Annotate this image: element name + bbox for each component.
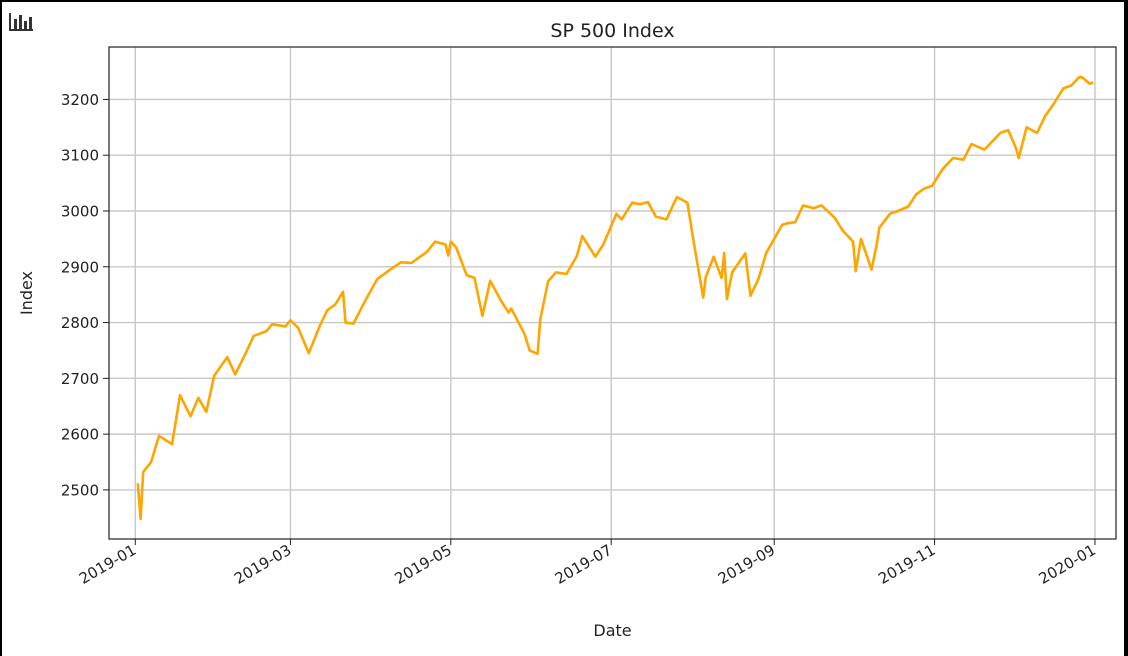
- series-layer: [136, 75, 1094, 521]
- x-tick-label: 2019-05: [392, 541, 455, 588]
- series-line: [136, 75, 1094, 521]
- x-tick-label: 2019-09: [715, 541, 778, 588]
- y-axis-ticks: 2500 2600 2700 2800 2900 3000 3100 3200: [61, 91, 109, 499]
- y-tick-label: 2800: [61, 314, 99, 332]
- x-axis-label: Date: [593, 621, 631, 640]
- chart-title: SP 500 Index: [550, 20, 674, 42]
- x-tick-label: 2019-03: [231, 541, 294, 588]
- y-tick-label: 2500: [61, 481, 99, 499]
- x-axis-ticks: 2019-01 2019-03 2019-05 2019-07 2019-09 2019-…: [76, 539, 1099, 588]
- x-tick-label: 2019-11: [875, 541, 938, 588]
- x-tick-label: 2019-07: [552, 541, 615, 588]
- y-tick-label: 3200: [61, 91, 99, 109]
- y-axis-label: Index: [17, 271, 36, 315]
- x-tick-label: 2020-01: [1036, 541, 1099, 588]
- y-tick-label: 2900: [61, 258, 99, 276]
- x-tick-label: 2019-01: [76, 541, 139, 588]
- plot-frame: [108, 46, 1117, 540]
- grid-lines: [109, 47, 1116, 539]
- y-tick-label: 2700: [61, 370, 99, 388]
- bar-chart-icon[interactable]: [8, 10, 34, 32]
- y-tick-label: 3000: [61, 203, 99, 221]
- y-tick-label: 2600: [61, 426, 99, 444]
- y-tick-label: 3100: [61, 147, 99, 165]
